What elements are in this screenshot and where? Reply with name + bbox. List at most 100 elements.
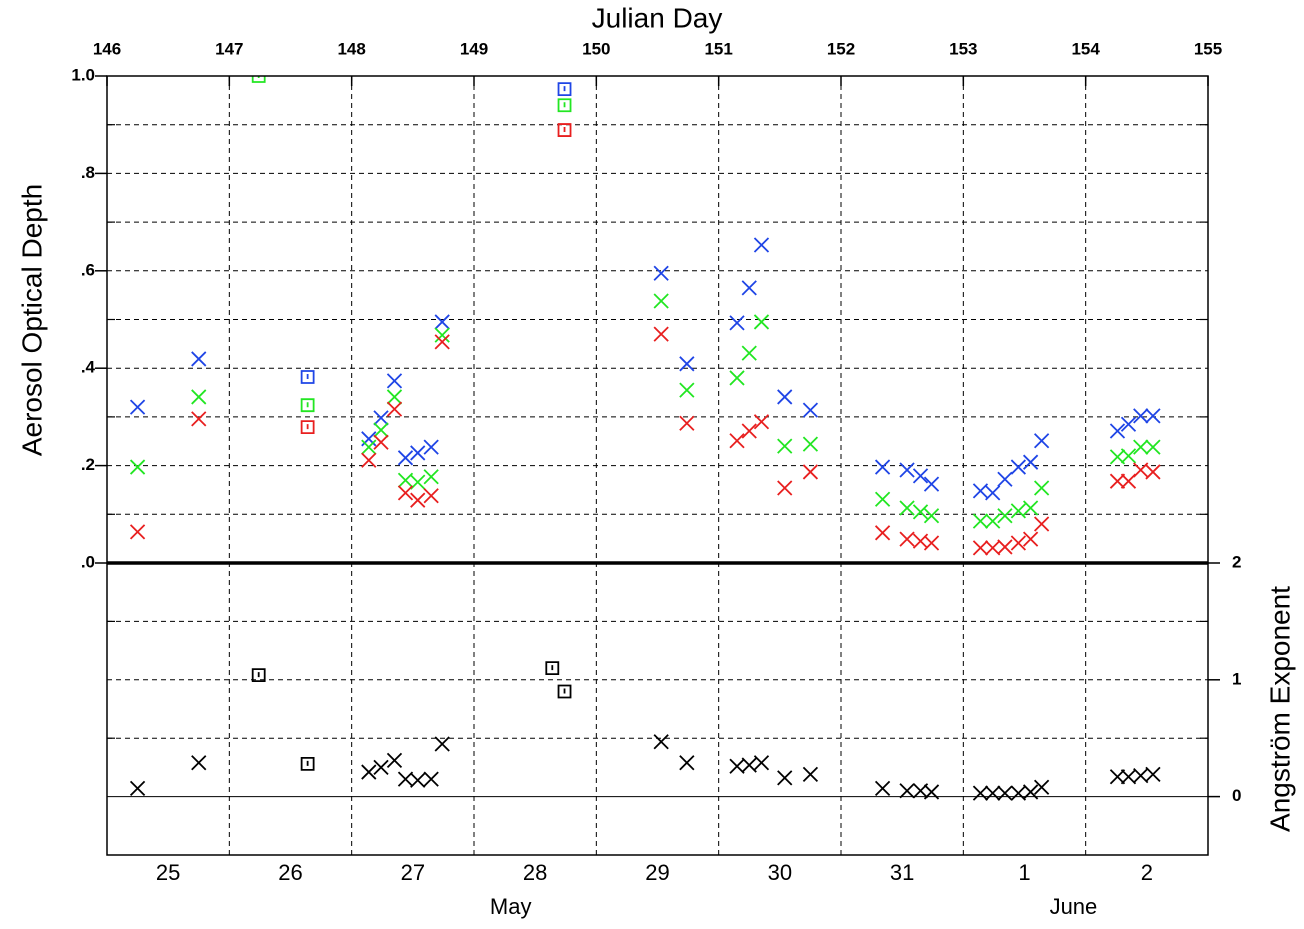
cross-marker — [1010, 459, 1027, 475]
cross-marker — [423, 439, 439, 455]
cross-marker — [373, 410, 389, 426]
x2-tick-label: 29 — [645, 860, 669, 885]
cross-marker — [741, 345, 757, 361]
cross-marker — [899, 500, 915, 516]
x-tick-label: 148 — [337, 39, 365, 58]
cross-marker — [741, 423, 757, 439]
square-marker — [557, 98, 572, 113]
x-tick-label: 146 — [93, 39, 121, 58]
cross-marker — [1109, 473, 1126, 489]
cross-marker — [191, 755, 207, 771]
x-tick-label: 152 — [827, 39, 855, 58]
square-marker — [300, 420, 315, 435]
cross-marker — [397, 485, 414, 501]
cross-marker — [1033, 779, 1050, 795]
cross-marker — [653, 265, 669, 281]
cross-marker — [1022, 784, 1039, 800]
y-tick-label: 2 — [1232, 552, 1241, 571]
cross-marker — [741, 280, 757, 296]
y-tick-label: .2 — [81, 455, 95, 474]
cross-marker — [802, 436, 819, 452]
cross-marker — [729, 433, 745, 449]
cross-marker — [729, 758, 745, 774]
cross-marker — [753, 314, 770, 330]
cross-marker — [386, 401, 403, 417]
cross-marker — [373, 759, 389, 776]
x2-tick-label: 28 — [523, 860, 547, 885]
cross-marker — [386, 389, 403, 405]
cross-marker — [397, 771, 414, 787]
cross-marker — [753, 414, 770, 430]
month-label: May — [490, 894, 532, 919]
cross-marker — [434, 327, 450, 343]
x2-tick-label: 30 — [768, 860, 792, 885]
cross-marker — [1120, 416, 1137, 432]
cross-marker — [997, 539, 1013, 555]
y-tick-label: 1.0 — [71, 65, 95, 84]
cross-marker — [410, 445, 426, 461]
cross-marker — [1120, 473, 1137, 489]
cross-marker — [129, 524, 146, 540]
cross-marker — [410, 474, 426, 490]
cross-marker — [1133, 767, 1149, 784]
cross-marker — [434, 736, 450, 752]
cross-marker — [679, 755, 695, 771]
cross-marker — [972, 483, 989, 499]
cross-marker — [729, 370, 745, 386]
y-tick-label: .0 — [81, 552, 95, 571]
cross-marker — [985, 540, 1001, 556]
cross-marker — [1145, 439, 1161, 455]
cross-marker — [985, 785, 1001, 801]
cross-marker — [1120, 448, 1137, 464]
cross-marker — [777, 770, 793, 786]
cross-marker — [129, 459, 146, 475]
x-tick-label: 151 — [704, 39, 732, 58]
cross-marker — [923, 784, 940, 800]
cross-marker — [1133, 408, 1149, 424]
cross-marker — [997, 471, 1013, 487]
cross-marker — [653, 734, 669, 750]
cross-marker — [653, 326, 669, 342]
cross-marker — [874, 459, 891, 475]
cross-marker — [361, 439, 377, 455]
cross-marker — [397, 450, 414, 466]
cross-marker — [191, 351, 207, 367]
cross-marker — [423, 771, 439, 787]
cross-marker — [802, 464, 819, 480]
cross-marker — [1109, 423, 1126, 439]
square-marker — [300, 756, 315, 771]
x-tick-label: 150 — [582, 39, 610, 58]
square-marker — [251, 668, 266, 683]
x2-tick-label: 27 — [401, 860, 425, 885]
cross-marker — [679, 382, 695, 398]
cross-marker — [1145, 766, 1161, 783]
cross-marker — [1022, 454, 1039, 470]
month-label: June — [1050, 894, 1098, 919]
cross-marker — [1145, 464, 1161, 480]
y-tick-label: 1 — [1232, 669, 1241, 688]
cross-marker — [923, 508, 940, 524]
cross-marker — [777, 389, 793, 405]
cross-marker — [874, 491, 891, 507]
cross-marker — [912, 468, 929, 484]
x-tick-label: 155 — [1194, 39, 1222, 58]
cross-marker — [410, 772, 426, 788]
cross-marker — [1133, 439, 1149, 455]
x2-tick-label: 25 — [156, 860, 180, 885]
x-tick-label: 147 — [215, 39, 243, 58]
x-tick-label: 153 — [949, 39, 977, 58]
cross-marker — [1033, 480, 1050, 496]
cross-marker — [423, 488, 439, 504]
cross-marker — [1033, 433, 1050, 449]
panel-frame — [106, 562, 1209, 856]
cross-marker — [434, 314, 450, 330]
cross-marker — [1022, 531, 1039, 547]
cross-marker — [802, 402, 819, 418]
y-tick-label: .6 — [81, 260, 95, 279]
cross-marker — [129, 780, 146, 797]
cross-marker — [899, 531, 915, 547]
y-tick-label: .4 — [81, 358, 96, 377]
cross-marker — [361, 764, 377, 780]
cross-marker — [923, 535, 940, 551]
square-marker — [557, 82, 572, 97]
